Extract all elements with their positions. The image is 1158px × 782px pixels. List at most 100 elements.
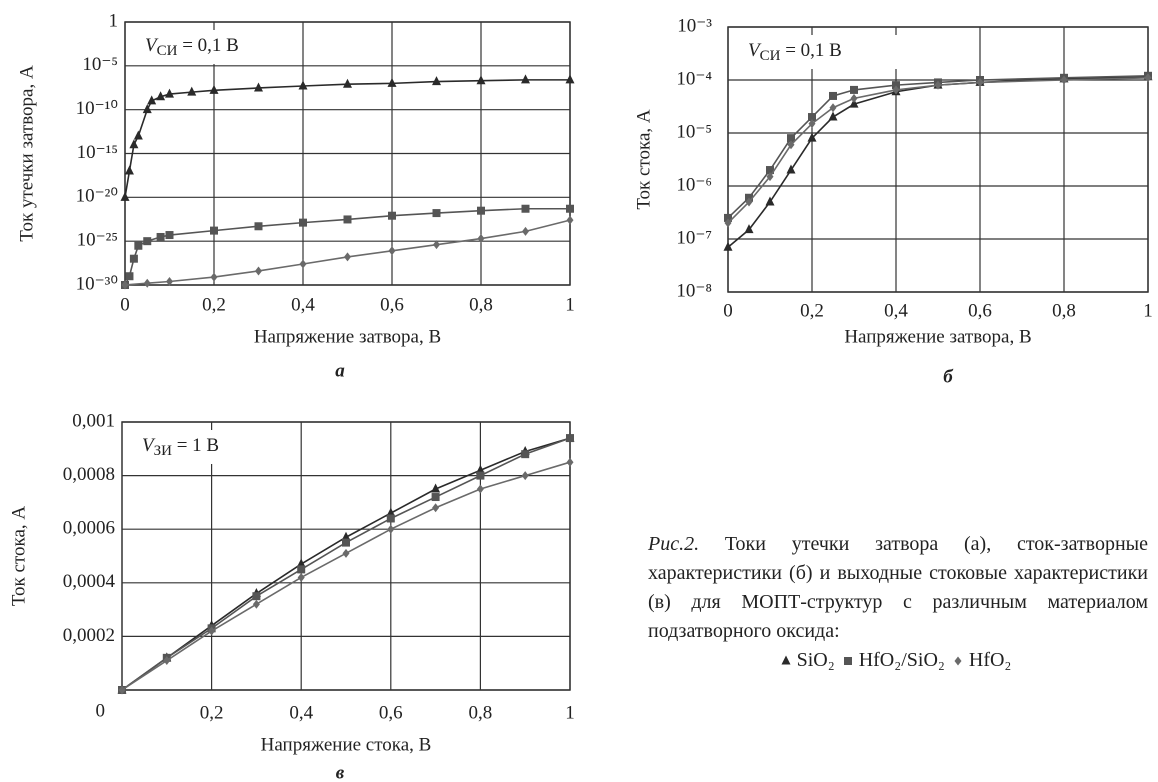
y-tick-label: 10⁻²⁵ <box>77 230 118 251</box>
triangle-marker <box>133 130 143 140</box>
legend-marker <box>781 655 791 665</box>
square-marker <box>297 565 306 574</box>
x-tick-label: 1 <box>1143 300 1153 321</box>
y-tick-label: 10⁻¹⁵ <box>77 142 118 163</box>
diamond-marker <box>208 626 216 636</box>
square-marker <box>431 493 440 502</box>
x-tick-label: 1 <box>565 294 575 315</box>
diamond-marker <box>432 503 440 513</box>
diamond-marker <box>808 119 816 129</box>
diamond-marker <box>521 471 529 481</box>
diamond-marker <box>850 93 858 103</box>
square-marker <box>254 222 263 231</box>
triangle-marker <box>781 655 791 665</box>
annotation-text: = 0,1 В <box>780 40 841 61</box>
square-marker <box>476 471 485 480</box>
triangle-marker <box>254 82 263 92</box>
triangle-marker <box>431 483 441 493</box>
diamond-marker <box>954 656 962 666</box>
diamond-marker <box>724 218 732 228</box>
square-marker <box>766 166 774 175</box>
y-tick-label: 0,0006 <box>63 518 115 539</box>
diamond-marker <box>787 140 795 150</box>
y-tick-label: 10⁻²⁰ <box>76 186 118 207</box>
square-marker <box>724 213 732 222</box>
x-tick-label: 0,2 <box>800 300 824 321</box>
diamond-marker <box>566 215 574 225</box>
triangle-marker <box>387 77 397 87</box>
diamond-marker <box>976 77 984 87</box>
annotation-symbol: V <box>145 35 159 56</box>
diamond-marker <box>433 240 440 250</box>
annotation-box <box>132 430 297 464</box>
square-marker <box>252 592 261 601</box>
y-tick-label: 1 <box>109 10 119 31</box>
triangle-marker <box>828 111 838 121</box>
triangle-marker <box>744 224 754 234</box>
diamond-marker <box>476 484 484 494</box>
diamond-marker <box>477 234 485 244</box>
y-tick-label: 10⁻¹⁰ <box>76 98 118 119</box>
caption: Рис.2. Токи утечки затвора (а), сток-зат… <box>648 530 1148 675</box>
legend-label: HfO₂ <box>968 649 1012 671</box>
x-axis-title: Напряжение затвора, В <box>254 326 441 347</box>
triangle-marker <box>475 464 485 474</box>
square-marker <box>134 241 143 250</box>
x-tick-label: 0 <box>723 300 733 321</box>
diamond-marker <box>121 280 129 290</box>
diamond-marker <box>829 103 837 113</box>
triangle-marker <box>209 84 219 94</box>
diamond-marker <box>255 266 262 276</box>
square-marker <box>521 450 530 459</box>
caption-lead: Рис.2. <box>648 533 700 555</box>
x-tick-label: 0,4 <box>289 702 313 723</box>
y-axis-title: Ток стока, А <box>633 109 654 210</box>
square-marker <box>388 211 396 220</box>
legend-marker <box>843 657 852 665</box>
y-tick-label: 10⁻³⁰ <box>76 273 118 294</box>
triangle-marker <box>723 241 733 251</box>
square-marker <box>210 226 218 235</box>
diamond-marker <box>118 685 126 695</box>
y-tick-label: 0,0002 <box>63 625 115 646</box>
y-tick-label: 10⁻⁴ <box>676 68 712 89</box>
square-marker <box>386 514 395 523</box>
square-marker <box>432 209 441 218</box>
square-marker <box>143 237 152 246</box>
diamond-marker <box>252 599 260 609</box>
y-tick-label: 10⁻³ <box>677 15 712 36</box>
annotation-box <box>738 35 903 69</box>
square-marker <box>343 215 352 224</box>
square-marker <box>808 113 816 122</box>
y-tick-label: 0 <box>96 700 106 721</box>
triangle-marker <box>147 95 157 105</box>
square-marker <box>165 231 174 240</box>
legend-item: HfO₂/SiO₂ <box>841 649 945 671</box>
square-marker <box>892 81 900 90</box>
x-tick-label: 0,8 <box>469 702 493 723</box>
square-marker <box>566 204 574 213</box>
diamond-marker <box>297 572 305 582</box>
square-marker <box>477 206 485 215</box>
triangle-marker <box>565 74 575 84</box>
square-marker <box>521 204 530 213</box>
triangle-marker <box>521 74 530 84</box>
legend-label: HfO₂/SiO₂ <box>858 649 945 671</box>
diamond-marker <box>210 272 218 282</box>
square-marker <box>342 538 350 547</box>
square-marker <box>156 232 165 241</box>
square-marker <box>850 85 858 94</box>
annotation-subscript: СИ <box>157 43 178 59</box>
x-tick-label: 0,2 <box>200 702 224 723</box>
y-tick-label: 10⁻⁵ <box>676 121 712 142</box>
triangle-marker <box>786 164 796 174</box>
triangle-marker <box>156 91 166 101</box>
annotation: VСИ = 0,1 В <box>748 40 842 64</box>
diamond-marker <box>892 85 900 95</box>
annotation-symbol: V <box>748 40 762 61</box>
x-axis-title: Напряжение стока, В <box>261 734 432 755</box>
y-axis-title: Ток утечки затвора, А <box>16 65 37 242</box>
y-tick-label: 10⁻⁷ <box>676 227 712 248</box>
y-tick-label: 0,0008 <box>63 464 115 485</box>
